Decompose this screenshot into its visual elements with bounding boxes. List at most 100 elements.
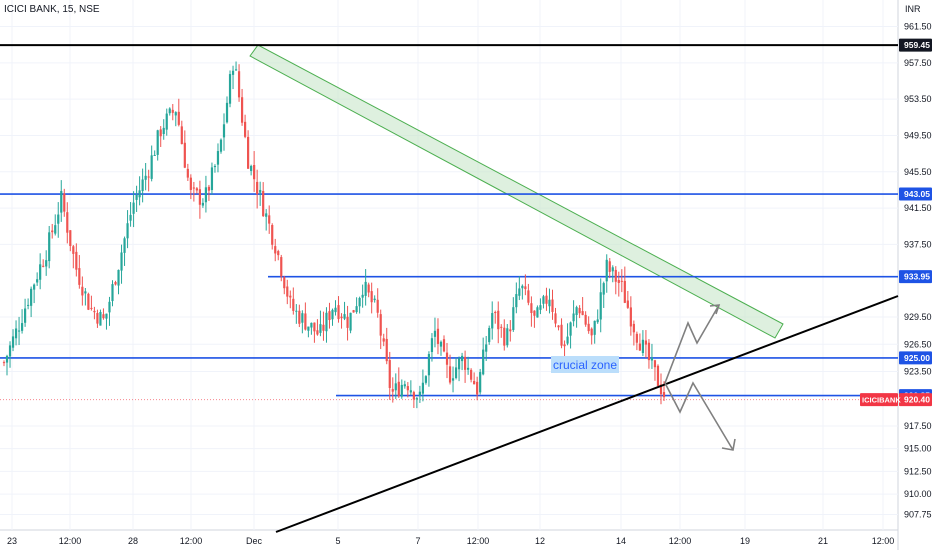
candle-body[interactable] <box>482 349 485 375</box>
candle-body[interactable] <box>210 167 214 191</box>
candle-body[interactable] <box>578 307 581 314</box>
candle-body[interactable] <box>394 383 397 391</box>
candle-body[interactable] <box>14 328 18 339</box>
candle-body[interactable] <box>253 165 256 180</box>
candle-body[interactable] <box>222 124 226 138</box>
candle-body[interactable] <box>192 187 195 189</box>
candle-body[interactable] <box>277 251 280 256</box>
candle-body[interactable] <box>427 354 431 376</box>
candle-body[interactable] <box>376 299 379 313</box>
candle-body[interactable] <box>560 324 563 346</box>
candle-body[interactable] <box>445 352 449 365</box>
candle-body[interactable] <box>180 126 183 145</box>
candle-body[interactable] <box>433 330 437 337</box>
candle-body[interactable] <box>337 305 340 320</box>
candle-body[interactable] <box>177 111 180 125</box>
candle-body[interactable] <box>373 298 376 301</box>
candle-body[interactable] <box>90 307 93 309</box>
candle-body[interactable] <box>454 367 458 379</box>
candle-body[interactable] <box>400 384 403 397</box>
candle-body[interactable] <box>488 328 491 343</box>
candle-body[interactable] <box>250 165 253 171</box>
candle-body[interactable] <box>240 97 244 123</box>
candle-body[interactable] <box>361 294 364 298</box>
candle-body[interactable] <box>460 355 464 362</box>
candle-body[interactable] <box>632 323 635 333</box>
candle-body[interactable] <box>11 336 15 348</box>
candle-body[interactable] <box>545 295 548 304</box>
candle-body[interactable] <box>189 177 192 190</box>
candle-body[interactable] <box>457 358 461 370</box>
candle-body[interactable] <box>283 277 286 289</box>
candle-body[interactable] <box>45 260 48 267</box>
candle-body[interactable] <box>539 305 542 310</box>
candle-body[interactable] <box>81 286 84 296</box>
candle-body[interactable] <box>467 367 470 370</box>
candle-body[interactable] <box>470 369 473 380</box>
candle-body[interactable] <box>554 313 557 324</box>
candle-body[interactable] <box>69 230 72 246</box>
candle-body[interactable] <box>111 284 114 302</box>
candle-body[interactable] <box>265 213 268 217</box>
candle-body[interactable] <box>307 326 310 331</box>
candle-body[interactable] <box>271 225 274 245</box>
candle-body[interactable] <box>42 265 45 267</box>
candle-body[interactable] <box>322 324 325 331</box>
candle-body[interactable] <box>403 384 406 387</box>
candle-body[interactable] <box>430 338 434 353</box>
candle-body[interactable] <box>165 113 168 130</box>
candle-body[interactable] <box>623 280 626 303</box>
candle-body[interactable] <box>593 320 596 335</box>
candle-body[interactable] <box>626 300 629 308</box>
candle-body[interactable] <box>39 264 42 280</box>
candle-body[interactable] <box>500 326 503 328</box>
candle-body[interactable] <box>310 322 313 328</box>
candle-body[interactable] <box>243 121 247 137</box>
candle-body[interactable] <box>497 310 500 330</box>
candle-body[interactable] <box>280 257 283 277</box>
price-tag-933.95[interactable]: 933.95 <box>899 270 932 284</box>
candle-body[interactable] <box>102 314 105 319</box>
candle-body[interactable] <box>117 269 120 286</box>
crucial-zone-annotation[interactable]: crucial zone <box>551 356 619 373</box>
candle-body[interactable] <box>566 336 569 344</box>
candle-body[interactable] <box>147 176 150 178</box>
candle-body[interactable] <box>557 325 560 328</box>
candle-body[interactable] <box>51 230 54 233</box>
candle-body[interactable] <box>2 362 6 364</box>
candle-body[interactable] <box>328 311 331 321</box>
candle-body[interactable] <box>168 108 171 114</box>
candle-body[interactable] <box>503 327 506 346</box>
candle-body[interactable] <box>138 190 141 198</box>
candle-body[interactable] <box>638 343 641 351</box>
candle-body[interactable] <box>108 301 111 313</box>
candle-body[interactable] <box>174 112 177 116</box>
candle-body[interactable] <box>412 392 415 400</box>
candle-body[interactable] <box>36 279 39 283</box>
candle-body[interactable] <box>587 323 590 332</box>
candle-body[interactable] <box>479 372 482 393</box>
candle-body[interactable] <box>653 360 657 368</box>
candle-body[interactable] <box>358 297 361 307</box>
candle-body[interactable] <box>219 139 223 152</box>
candle-body[interactable] <box>247 136 250 169</box>
candle-body[interactable] <box>367 284 370 293</box>
candle-body[interactable] <box>391 389 394 392</box>
candle-body[interactable] <box>153 154 156 156</box>
candle-body[interactable] <box>590 328 593 336</box>
candle-body[interactable] <box>406 386 409 391</box>
candle-body[interactable] <box>340 316 343 319</box>
candle-body[interactable] <box>292 298 295 311</box>
candle-body[interactable] <box>551 299 554 312</box>
candle-body[interactable] <box>602 283 605 295</box>
candle-body[interactable] <box>436 328 440 344</box>
candle-body[interactable] <box>259 189 262 193</box>
candle-body[interactable] <box>156 130 159 155</box>
candle-body[interactable] <box>33 284 36 290</box>
candle-body[interactable] <box>506 328 509 346</box>
candle-body[interactable] <box>397 381 400 397</box>
candle-body[interactable] <box>572 313 575 322</box>
candle-body[interactable] <box>20 323 24 331</box>
plot-area[interactable] <box>0 0 898 530</box>
candle-body[interactable] <box>644 340 648 345</box>
